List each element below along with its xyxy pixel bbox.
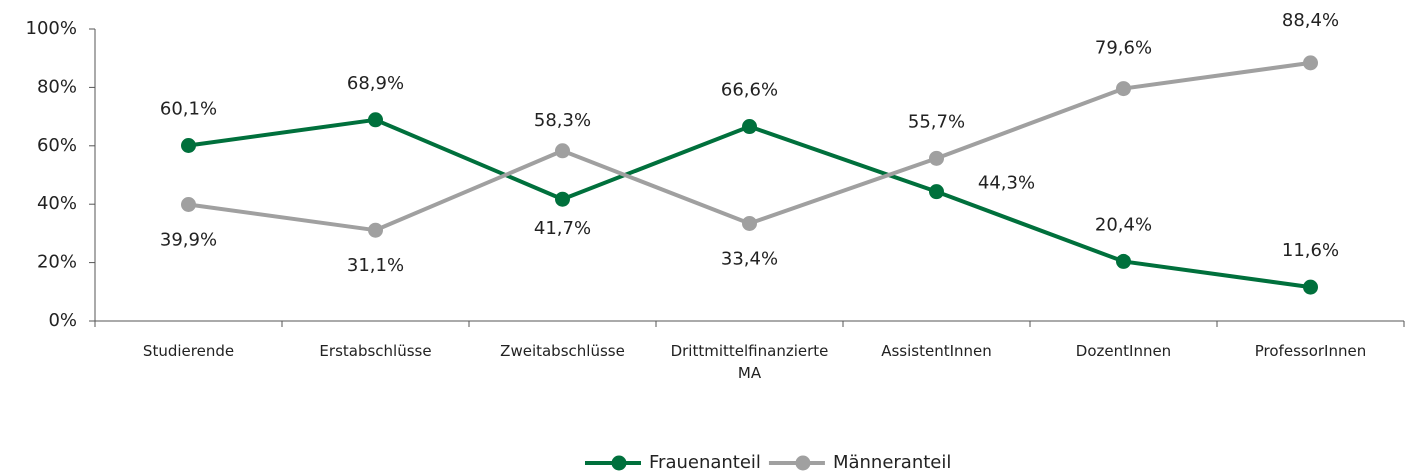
y-tick-label: 80%: [37, 76, 77, 97]
point: [368, 112, 383, 128]
data-label: 41,7%: [534, 218, 591, 239]
legend-marker: [611, 455, 627, 471]
y-tick-label: 20%: [37, 252, 77, 273]
point: [368, 222, 383, 238]
point: [1303, 279, 1318, 295]
point: [181, 196, 196, 212]
data-label: 66,6%: [721, 80, 778, 101]
data-label: 55,7%: [908, 111, 965, 132]
data-label: 60,1%: [160, 99, 217, 120]
point: [929, 150, 944, 166]
point: [742, 215, 757, 231]
point: [929, 184, 944, 200]
y-tick-label: 40%: [37, 193, 77, 214]
point: [555, 143, 570, 159]
data-label: 79,6%: [1095, 38, 1152, 59]
data-label: 31,1%: [347, 255, 404, 276]
data-label: 33,4%: [721, 248, 778, 269]
point: [181, 138, 196, 154]
x-tick-label: DozentInnen: [1075, 342, 1172, 360]
y-tick-label: 60%: [37, 135, 77, 156]
legend-label: Männeranteil: [833, 452, 951, 471]
point: [1116, 81, 1131, 97]
x-tick-label: Drittmittelfinanzierte MA: [670, 342, 829, 382]
data-label: 58,3%: [534, 110, 591, 131]
data-label: 68,9%: [347, 73, 404, 94]
data-label: 39,9%: [160, 229, 217, 250]
x-tick-label: Zweitabschlüsse: [500, 342, 625, 360]
y-tick-label: 0%: [48, 310, 77, 331]
x-tick-label: Studierende: [142, 342, 235, 360]
point: [555, 191, 570, 207]
x-tick-label: ProfessorInnen: [1254, 342, 1367, 360]
point: [1303, 55, 1318, 71]
data-label: 44,3%: [978, 173, 1035, 194]
x-tick-label: AssistentInnen: [881, 342, 992, 360]
data-label: 20,4%: [1095, 214, 1152, 235]
point: [1116, 253, 1131, 269]
x-tick-label: Erstabschlüsse: [319, 342, 432, 360]
y-tick-label: 100%: [26, 18, 77, 39]
point: [742, 119, 757, 135]
legend-marker: [795, 455, 811, 471]
data-label: 88,4%: [1282, 10, 1339, 31]
legend-label: Frauenanteil: [649, 452, 761, 471]
data-label: 11,6%: [1282, 240, 1339, 261]
